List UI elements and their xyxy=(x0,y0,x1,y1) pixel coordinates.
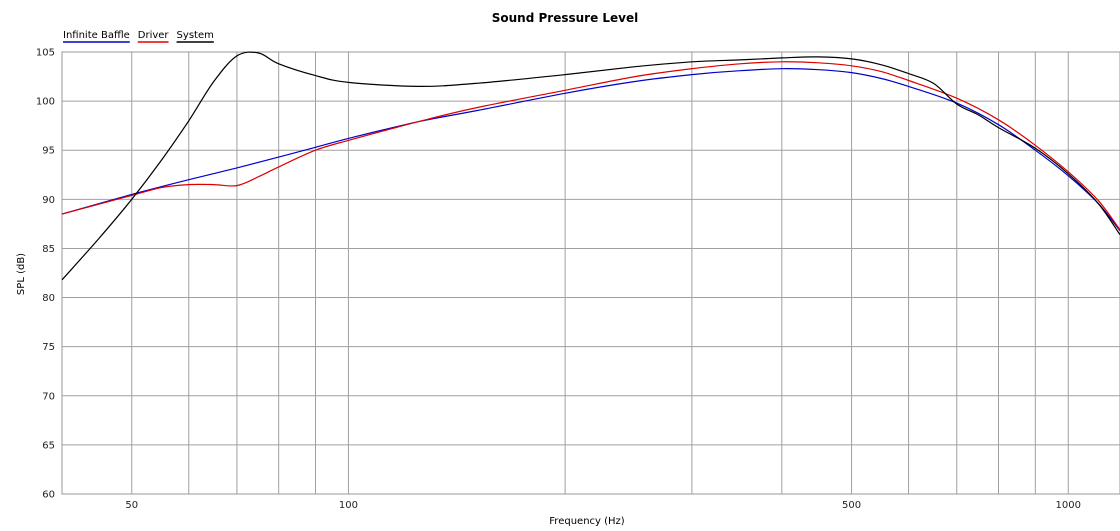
plot-frame xyxy=(61,51,1120,495)
y-tick-label: 90 xyxy=(42,195,55,206)
y-tick-label: 70 xyxy=(42,391,55,402)
y-tick-label: 75 xyxy=(42,342,55,353)
y-tick-label: 85 xyxy=(42,244,55,255)
x-axis-label: Frequency (Hz) xyxy=(549,516,625,527)
chart-title: Sound Pressure Level xyxy=(492,11,639,25)
y-tick-label: 95 xyxy=(42,146,55,157)
x-tick-label: 50 xyxy=(125,500,138,511)
y-tick-labels: 60 65 70 75 80 85 90 95 100 105 xyxy=(36,48,55,501)
series-lines xyxy=(61,51,1120,281)
series-line-infinite-baffle xyxy=(61,68,1120,232)
legend-label: Infinite Baffle xyxy=(63,30,130,41)
x-tick-label: 500 xyxy=(842,500,861,511)
x-tick-label: 1000 xyxy=(1056,500,1081,511)
y-tick-label: 105 xyxy=(36,48,55,59)
y-tick-label: 65 xyxy=(42,440,55,451)
y-tick-label: 80 xyxy=(42,293,55,304)
legend: Infinite Baffle Driver System xyxy=(63,30,214,43)
series-line-system xyxy=(61,51,1120,281)
gridlines xyxy=(62,52,1120,494)
y-axis-label: SPL (dB) xyxy=(16,253,27,295)
legend-label: System xyxy=(177,30,214,41)
series-line-driver xyxy=(61,61,1120,231)
x-tick-label: 100 xyxy=(339,500,358,511)
y-tick-label: 60 xyxy=(42,490,55,501)
x-tick-labels: 50 100 500 1000 xyxy=(125,500,1081,511)
y-tick-label: 100 xyxy=(36,97,55,108)
legend-label: Driver xyxy=(138,30,170,41)
